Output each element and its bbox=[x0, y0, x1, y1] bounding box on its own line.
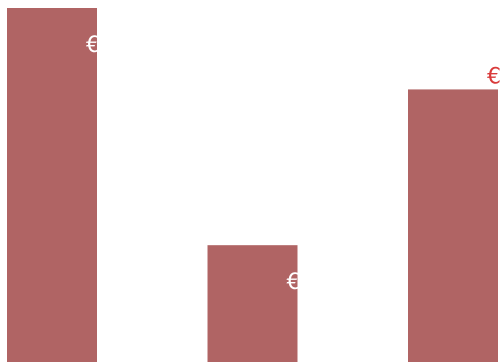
data-label-1: € bbox=[86, 33, 100, 58]
data-label-3: € bbox=[487, 64, 500, 89]
bars-layer bbox=[7, 8, 498, 362]
bar-2 bbox=[207, 245, 298, 362]
bar-1 bbox=[7, 8, 97, 362]
bar-3 bbox=[408, 89, 498, 362]
data-labels-layer: € € € bbox=[86, 33, 500, 295]
data-label-2: € bbox=[287, 270, 301, 295]
